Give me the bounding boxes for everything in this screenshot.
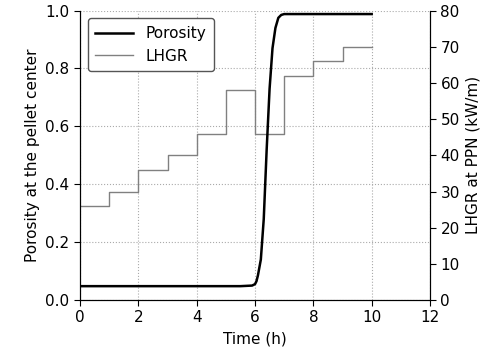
Porosity (194, 284, 200, 288)
Porosity (261, 217, 267, 221)
LHGR (164, 168, 170, 172)
Porosity (254, 279, 260, 283)
LHGR (340, 45, 345, 49)
Porosity (121, 284, 127, 288)
Line: Porosity: Porosity (80, 14, 372, 286)
Porosity (264, 148, 270, 152)
Porosity (164, 284, 170, 288)
Porosity (136, 284, 141, 288)
Porosity (296, 12, 302, 16)
LHGR (281, 131, 287, 136)
Porosity (258, 257, 264, 262)
LHGR (252, 88, 258, 92)
LHGR (223, 131, 229, 136)
Porosity (340, 12, 345, 16)
Porosity (77, 284, 83, 288)
LHGR (310, 74, 316, 78)
Porosity (276, 16, 281, 20)
Porosity (255, 273, 261, 277)
LHGR (77, 204, 83, 208)
Porosity (278, 13, 284, 17)
Y-axis label: Porosity at the pellet center: Porosity at the pellet center (25, 49, 40, 262)
LHGR (368, 45, 374, 49)
LHGR (310, 59, 316, 64)
Porosity (281, 12, 287, 16)
LHGR (136, 168, 141, 172)
Porosity (92, 284, 98, 288)
Porosity (179, 284, 185, 288)
LHGR (340, 59, 345, 64)
Porosity (272, 26, 278, 30)
Porosity (270, 46, 276, 50)
Porosity (252, 282, 258, 286)
LHGR (223, 88, 229, 92)
Porosity (249, 283, 255, 288)
LHGR (252, 131, 258, 136)
Porosity (208, 284, 214, 288)
LHGR (106, 189, 112, 193)
LHGR (106, 204, 112, 208)
LHGR (164, 153, 170, 157)
Porosity (368, 12, 374, 16)
Porosity (106, 284, 112, 288)
Porosity (266, 86, 272, 91)
Y-axis label: LHGR at PPN (kW/m): LHGR at PPN (kW/m) (466, 76, 480, 234)
X-axis label: Time (h): Time (h) (223, 331, 287, 346)
Porosity (310, 12, 316, 16)
Porosity (238, 284, 244, 288)
LHGR (136, 189, 141, 193)
Legend: Porosity, LHGR: Porosity, LHGR (88, 18, 214, 71)
LHGR (281, 74, 287, 78)
LHGR (194, 153, 200, 157)
Porosity (150, 284, 156, 288)
LHGR (194, 131, 200, 136)
Line: LHGR: LHGR (80, 47, 372, 206)
Porosity (223, 284, 229, 288)
